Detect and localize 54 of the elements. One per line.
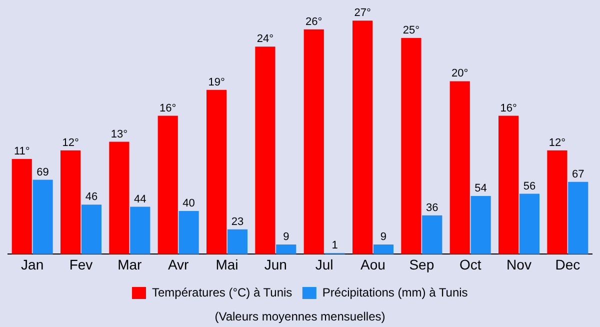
- bar: [450, 81, 470, 254]
- data-label: 54: [474, 182, 487, 194]
- bar: [276, 244, 296, 254]
- bar: [352, 20, 373, 254]
- x-tick-label: Mar: [118, 256, 142, 272]
- data-label: 27°: [354, 7, 371, 20]
- bar: [109, 142, 130, 254]
- x-tick-label: Aou: [360, 256, 386, 272]
- bar: [158, 116, 178, 254]
- x-tick-label: Jul: [315, 256, 334, 272]
- data-label: 69: [36, 166, 49, 178]
- data-label: 20°: [452, 68, 468, 80]
- x-tick-label: Jun: [264, 256, 287, 272]
- bar: [498, 116, 519, 254]
- data-label: 12°: [548, 136, 566, 149]
- x-tick-label: Nov: [506, 256, 532, 272]
- x-tick-label: Jan: [21, 256, 44, 272]
- bar: [373, 244, 394, 254]
- x-tick-label: Sep: [409, 256, 434, 272]
- data-label: 25°: [402, 24, 420, 36]
- data-label: 36: [426, 202, 438, 214]
- x-tick-label: Fev: [69, 256, 93, 272]
- data-label: 56: [523, 180, 536, 192]
- x-tick-label: Oct: [459, 256, 482, 272]
- data-label: 19°: [208, 76, 225, 88]
- bar: [304, 29, 324, 254]
- bar: [401, 38, 422, 254]
- data-label: 46: [85, 191, 98, 204]
- x-tick-label: Mai: [216, 256, 238, 272]
- data-label: 1: [332, 240, 338, 252]
- data-label: 16°: [160, 102, 176, 114]
- data-label: 40: [182, 198, 195, 210]
- bar: [227, 229, 248, 254]
- data-label: 26°: [306, 16, 322, 28]
- data-label: 67: [572, 168, 584, 180]
- data-label: 9: [380, 231, 387, 244]
- data-label: 9: [283, 231, 290, 244]
- bar: [422, 215, 442, 254]
- bar: [60, 150, 81, 254]
- bar: [178, 211, 199, 254]
- data-label: 11°: [14, 146, 30, 158]
- legend-label: Températures (°C) à Tunis: [152, 285, 292, 300]
- data-label: 16°: [500, 102, 517, 114]
- data-label: 44: [134, 193, 146, 206]
- x-tick-label: Avr: [168, 256, 190, 272]
- legend-label: Précipitations (mm) à Tunis: [322, 285, 468, 300]
- bar: [255, 46, 276, 254]
- data-label: 24°: [256, 33, 274, 46]
- data-label: 12°: [62, 136, 79, 149]
- bar: [206, 90, 227, 254]
- data-label: 23: [231, 216, 244, 228]
- text: (Valeurs moyennes mensuelles): [214, 309, 386, 324]
- data-label: 13°: [110, 128, 128, 140]
- x-tick-label: Dec: [555, 256, 580, 272]
